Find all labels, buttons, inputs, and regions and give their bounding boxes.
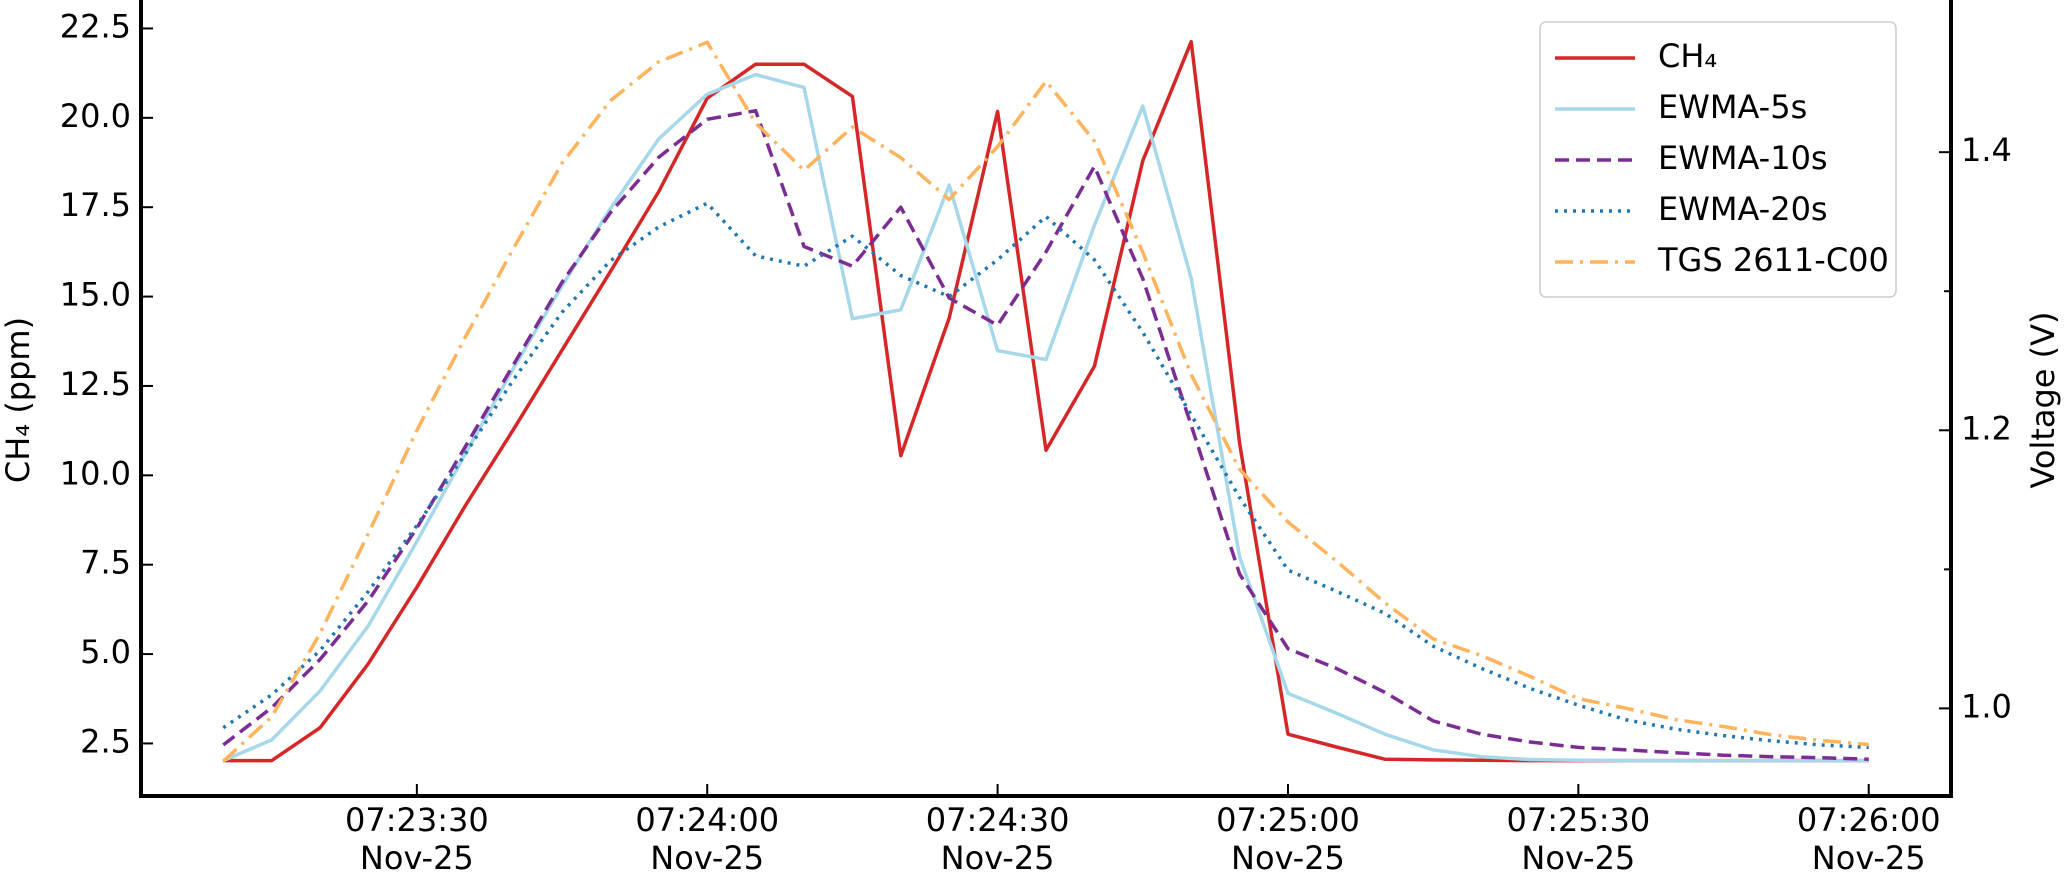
- y-tick-label: 10.0: [60, 454, 131, 492]
- y2-tick-label: 1.2: [1961, 409, 2012, 447]
- series-line: [222, 40, 1869, 763]
- legend-box: [1539, 21, 1897, 298]
- y-tick-label: 20.0: [60, 97, 131, 135]
- y2-tick-label: 1.4: [1961, 131, 2012, 169]
- legend-label: EWMA-20s: [1658, 190, 1828, 228]
- x-tick-label: 07:24:30 Nov-25: [926, 801, 1070, 877]
- legend-label: EWMA-5s: [1658, 88, 1807, 126]
- legend-label: CH₄: [1658, 37, 1717, 75]
- y-tick-label: 5.0: [80, 633, 131, 671]
- x-tick-label: 07:24:00 Nov-25: [635, 801, 779, 877]
- y2-axis-label: Voltage (V): [2024, 311, 2062, 488]
- x-tick-label: 07:26:00 Nov-25: [1797, 801, 1941, 877]
- x-tick-label: 07:25:00 Nov-25: [1216, 801, 1360, 877]
- x-tick-label: 07:23:30 Nov-25: [345, 801, 489, 877]
- y-tick-label: 12.5: [60, 365, 131, 403]
- y2-tick-label: 1.0: [1961, 687, 2012, 725]
- series-line: [222, 108, 1869, 761]
- y-tick-label: 15.0: [60, 276, 131, 314]
- series-line: [222, 72, 1869, 763]
- y-tick-label: 22.5: [60, 7, 131, 45]
- y-tick-label: 7.5: [80, 544, 131, 582]
- y-tick-label: 17.5: [60, 186, 131, 224]
- y-tick-label: 2.5: [80, 722, 131, 760]
- legend-label: TGS 2611-C00: [1657, 241, 1889, 279]
- legend-label: EWMA-10s: [1658, 139, 1828, 177]
- x-tick-label: 07:25:30 Nov-25: [1506, 801, 1650, 877]
- y-axis-label: CH₄ (ppm): [0, 317, 37, 483]
